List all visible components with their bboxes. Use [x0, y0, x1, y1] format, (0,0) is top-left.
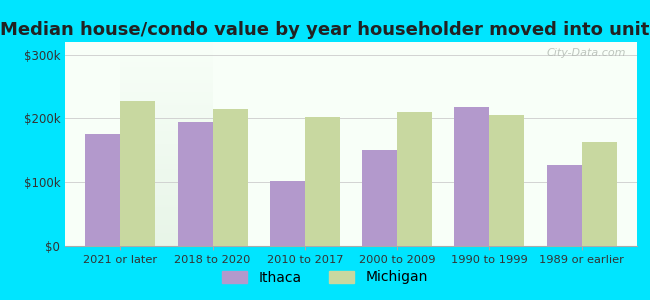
Bar	[489, 115, 525, 246]
Bar	[582, 142, 617, 246]
Bar	[270, 181, 305, 246]
Bar	[362, 150, 397, 246]
Bar	[213, 109, 248, 246]
Bar	[120, 100, 155, 246]
Bar	[177, 122, 213, 246]
Bar	[397, 112, 432, 246]
Legend: Ithaca, Michigan: Ithaca, Michigan	[216, 265, 434, 290]
Bar	[85, 134, 120, 246]
Bar	[305, 117, 340, 246]
Bar	[454, 107, 489, 246]
Text: City-Data.com: City-Data.com	[546, 48, 625, 58]
Text: Median house/condo value by year householder moved into unit: Median house/condo value by year househo…	[0, 21, 650, 39]
Bar	[547, 165, 582, 246]
